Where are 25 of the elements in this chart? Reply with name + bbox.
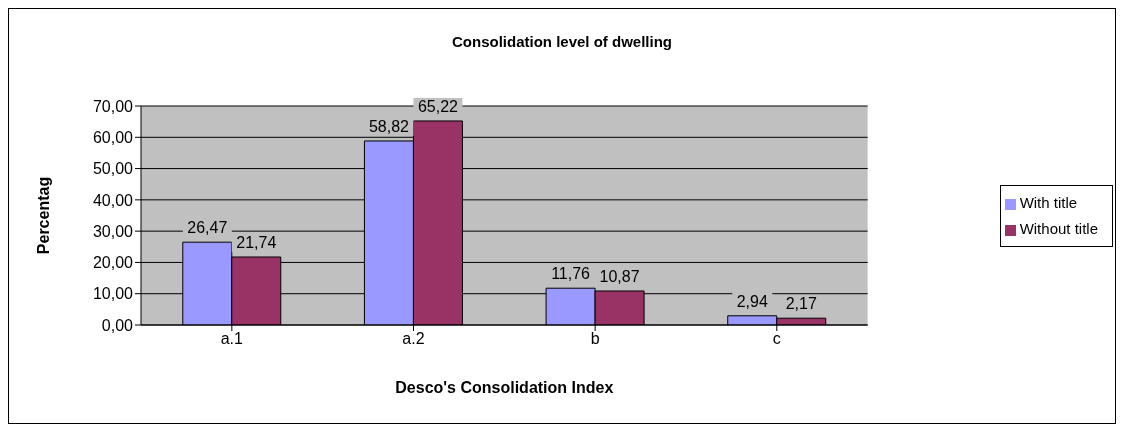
y-tick-label: 10,00 <box>92 285 134 303</box>
legend-label: With title <box>1019 194 1078 211</box>
data-label: 26,47 <box>187 219 228 237</box>
x-tick-label: c <box>772 330 781 348</box>
y-axis-title: Percentag <box>34 176 52 255</box>
data-label: 21,74 <box>236 233 277 251</box>
y-tick-label: 50,00 <box>92 160 134 178</box>
y-tick-label: 60,00 <box>92 128 134 146</box>
data-label: 2,94 <box>736 292 768 310</box>
data-label: 65,22 <box>417 97 459 115</box>
x-tick-label: a.2 <box>402 330 425 348</box>
y-tick-label: 20,00 <box>92 254 134 272</box>
data-label: 58,82 <box>368 117 410 135</box>
y-tick-label: 70,00 <box>92 97 134 115</box>
y-tick-label: 40,00 <box>92 191 134 209</box>
x-tick-label: a.1 <box>220 330 244 348</box>
data-label: 2,17 <box>785 295 817 313</box>
x-tick-label: b <box>590 330 600 348</box>
y-tick-label: 0,00 <box>101 316 134 334</box>
y-tick-label: 30,00 <box>92 222 134 240</box>
chart-title: Consolidation level of dwelling <box>451 33 673 50</box>
legend-label: Without title <box>1019 220 1098 237</box>
data-label: 11,76 <box>551 265 591 283</box>
x-axis-title: Desco's Consolidation Index <box>395 379 614 396</box>
data-label: 10,87 <box>599 267 640 285</box>
